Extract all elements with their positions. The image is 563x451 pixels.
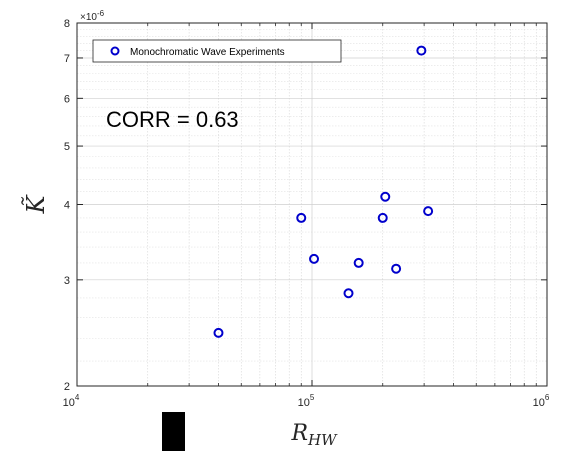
y-tick-label: 2 xyxy=(64,381,70,393)
data-point xyxy=(377,212,388,223)
legend-box xyxy=(92,39,342,63)
data-point xyxy=(380,191,391,202)
tick-labels: 104 105 106 2 3 4 5 6 7 8 xyxy=(63,18,550,409)
legend-marker xyxy=(110,46,120,56)
y-tick-label: 7 xyxy=(64,53,70,65)
data-point xyxy=(343,288,354,299)
y-tick-label: 4 xyxy=(64,200,70,212)
x-tick-label: 105 xyxy=(298,393,315,409)
y-tick-label: 3 xyxy=(64,275,70,287)
x-axis-label: RHW xyxy=(290,421,338,449)
data-point xyxy=(213,327,224,338)
y-axis-label: K̃ xyxy=(22,193,50,214)
y-tick-label: 6 xyxy=(64,93,70,105)
correlation-annotation: CORR = 0.63 xyxy=(106,107,239,132)
y-tick-label: 5 xyxy=(64,141,70,153)
data-points xyxy=(213,45,434,338)
x-tick-label: 106 xyxy=(533,393,550,409)
y-axis-exponent: ×10-6 xyxy=(80,9,105,23)
data-point xyxy=(423,206,434,217)
data-point xyxy=(416,45,427,56)
legend-entry: Monochromatic Wave Experiments xyxy=(130,47,285,58)
axis-ticks xyxy=(76,22,548,387)
legend: Monochromatic Wave Experiments xyxy=(92,39,342,63)
redaction-box xyxy=(162,412,185,451)
x-tick-label: 104 xyxy=(63,393,80,409)
y-tick-label: 8 xyxy=(64,18,70,30)
data-point xyxy=(309,253,320,264)
data-point xyxy=(296,212,307,223)
data-point xyxy=(353,257,364,268)
data-point xyxy=(391,263,402,274)
